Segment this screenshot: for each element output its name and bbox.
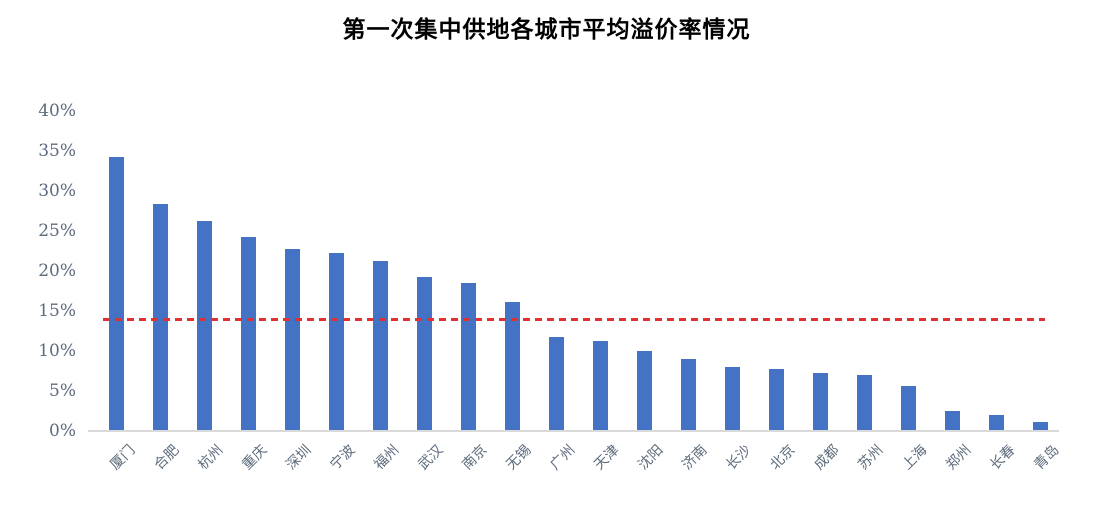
x-tick-label: 长沙 (723, 442, 755, 474)
x-tick-label: 郑州 (943, 442, 975, 474)
y-tick-label: 35% (38, 141, 76, 161)
y-tick-label: 25% (38, 221, 76, 241)
y-tick-label: 40% (38, 101, 76, 121)
bar-宁波 (328, 253, 344, 431)
bar-深圳 (284, 248, 300, 431)
x-tick-label: 长春 (987, 442, 1019, 474)
reference-dashed-line (103, 318, 1045, 321)
x-tick-label: 宁波 (327, 442, 359, 474)
x-tick-label: 沈阳 (635, 442, 667, 474)
bar-武汉 (416, 277, 432, 431)
bar-长沙 (724, 367, 740, 431)
bar-青岛 (1032, 422, 1048, 431)
y-tick-label: 0% (49, 421, 76, 441)
x-tick-label: 青岛 (1031, 442, 1063, 474)
bar-苏州 (856, 375, 872, 431)
y-tick-label: 20% (38, 261, 76, 281)
x-tick-label: 无锡 (503, 442, 535, 474)
x-axis-line (88, 430, 1059, 432)
bar-北京 (768, 369, 784, 431)
x-tick-label: 天津 (591, 442, 623, 474)
y-tick-label: 10% (38, 341, 76, 361)
bar-杭州 (196, 220, 212, 431)
bar-成都 (812, 373, 828, 431)
y-tick-label: 30% (38, 181, 76, 201)
x-tick-label: 济南 (679, 442, 711, 474)
x-tick-label: 成都 (811, 442, 843, 474)
y-tick-label: 5% (49, 381, 76, 401)
x-tick-label: 合肥 (151, 442, 183, 474)
bar-长春 (988, 415, 1004, 431)
x-tick-label: 南京 (459, 442, 491, 474)
bar-上海 (900, 386, 916, 431)
x-tick-label: 上海 (899, 442, 931, 474)
bar-无锡 (504, 302, 520, 431)
x-tick-label: 深圳 (283, 442, 315, 474)
x-tick-label: 广州 (547, 442, 579, 474)
chart-title: 第一次集中供地各城市平均溢价率情况 (342, 17, 751, 43)
x-tick-label: 杭州 (195, 442, 227, 474)
bar-广州 (548, 336, 564, 431)
x-tick-label: 苏州 (855, 442, 887, 474)
bar-福州 (372, 260, 388, 431)
bar-合肥 (152, 203, 168, 431)
bar-沈阳 (636, 351, 652, 431)
bar-济南 (680, 359, 696, 431)
x-tick-label: 厦门 (107, 442, 139, 474)
bar-厦门 (108, 156, 124, 431)
x-tick-label: 武汉 (415, 442, 447, 474)
x-tick-label: 重庆 (239, 442, 271, 474)
x-tick-label: 福州 (371, 442, 403, 474)
bar-天津 (592, 341, 608, 431)
bar-郑州 (944, 411, 960, 431)
bar-重庆 (240, 236, 256, 431)
x-tick-label: 北京 (767, 442, 799, 474)
y-tick-label: 15% (38, 301, 76, 321)
